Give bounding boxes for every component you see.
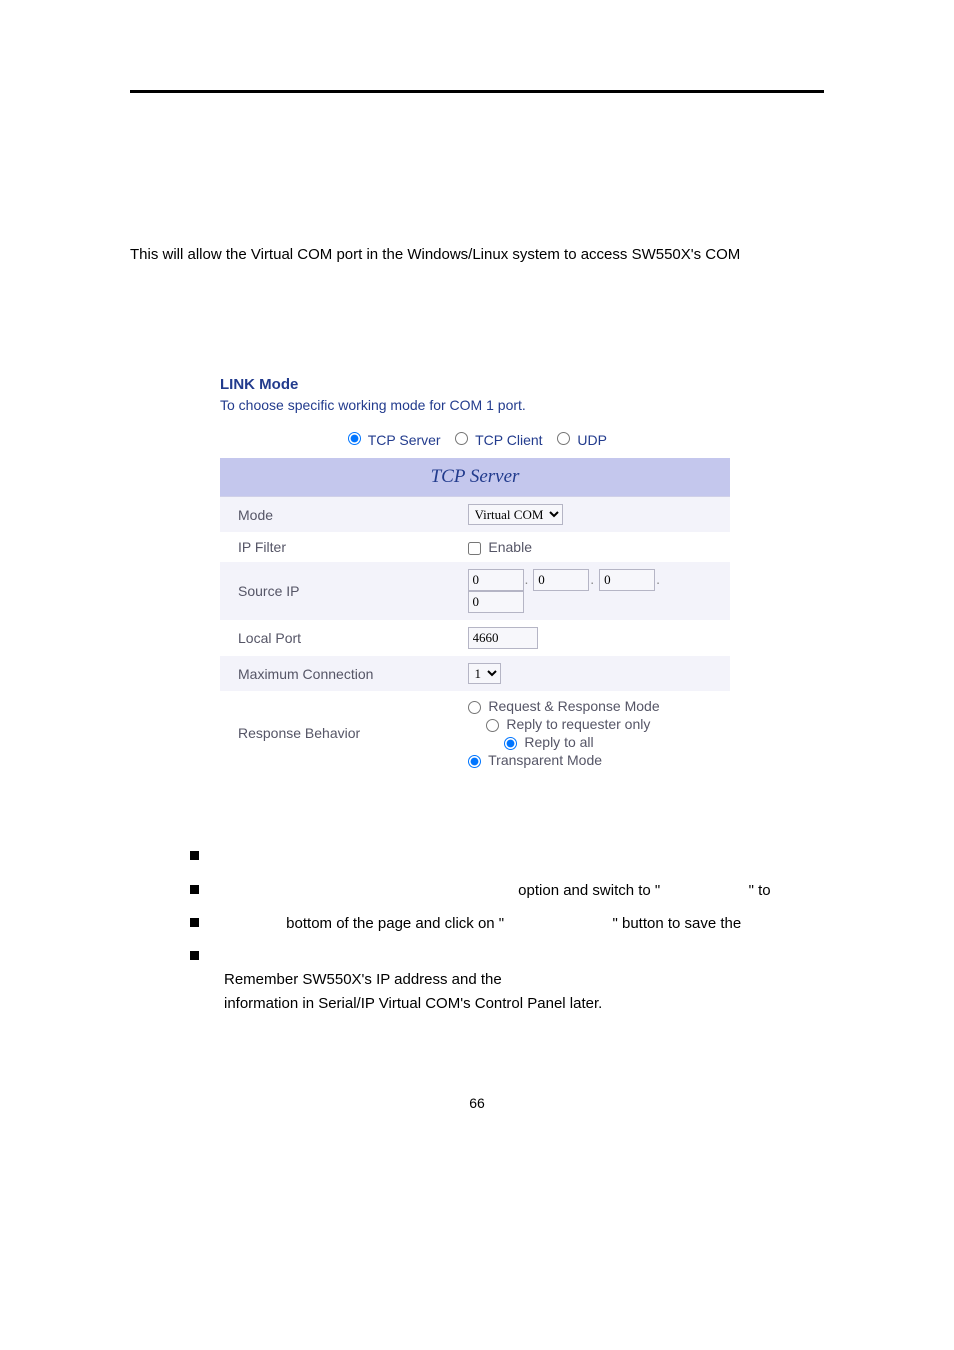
respbeh-rr[interactable]: Request & Response Mode: [468, 698, 660, 714]
radio-transparent[interactable]: [468, 755, 481, 768]
localport-label: Local Port: [220, 620, 450, 656]
header-rule: [130, 90, 824, 93]
localport-input[interactable]: [468, 627, 538, 649]
protocol-tcp-server-label: TCP Server: [368, 432, 441, 448]
radio-udp[interactable]: [557, 432, 570, 445]
radio-tcp-client[interactable]: [455, 432, 468, 445]
protocol-tcp-client-label: TCP Client: [475, 432, 542, 448]
page-number: 66: [130, 1095, 824, 1111]
respbeh-options: Request & Response Mode Reply to request…: [450, 691, 731, 775]
respbeh-reply-req[interactable]: Reply to requester only: [486, 716, 651, 732]
bullet-4-text-b: information in Serial/IP Virtual COM's C…: [224, 995, 602, 1012]
respbeh-rr-label: Request & Response Mode: [488, 698, 659, 714]
config-title: LINK Mode: [220, 376, 730, 393]
sourceip-inputs: . . .: [450, 562, 731, 620]
instruction-list: option and switch to " " to bottom of th…: [190, 845, 824, 1015]
config-panel: LINK Mode To choose specific working mod…: [220, 376, 730, 775]
bullet-2-text-b: " to: [749, 882, 771, 899]
ipfilter-label: IP Filter: [220, 532, 450, 562]
bullet-2-text-a: option and switch to ": [518, 882, 660, 899]
respbeh-transparent-label: Transparent Mode: [488, 752, 602, 768]
radio-reply-all[interactable]: [504, 737, 517, 750]
mode-select[interactable]: Virtual COM: [468, 504, 563, 525]
bullet-3-text-b: " button to save the: [612, 915, 741, 932]
sourceip-o3[interactable]: [599, 569, 655, 591]
tcp-server-table: TCP Server Mode Virtual COM IP Filter: [220, 458, 730, 775]
respbeh-reply-all-label: Reply to all: [524, 734, 593, 750]
respbeh-reply-all[interactable]: Reply to all: [504, 734, 594, 750]
bullet-2: option and switch to " " to: [190, 879, 824, 902]
ipfilter-enable-label: Enable: [488, 539, 532, 555]
bullet-3-text-a: bottom of the page and click on ": [286, 915, 504, 932]
intro-paragraph: This will allow the Virtual COM port in …: [130, 243, 824, 266]
sourceip-o2[interactable]: [533, 569, 589, 591]
maxconn-select[interactable]: 1: [468, 663, 501, 684]
protocol-tcp-server[interactable]: TCP Server: [343, 432, 444, 448]
sourceip-o1[interactable]: [468, 569, 524, 591]
radio-rr[interactable]: [468, 701, 481, 714]
bullet-3: bottom of the page and click on " " butt…: [190, 912, 824, 935]
bullet-4-text-a: Remember SW550X's IP address and the: [224, 971, 502, 988]
ipfilter-enable[interactable]: Enable: [468, 539, 532, 555]
mode-label: Mode: [220, 497, 450, 533]
page-container: This will allow the Virtual COM port in …: [0, 0, 954, 1171]
protocol-row: TCP Server TCP Client UDP: [220, 423, 730, 458]
spacer: [130, 286, 824, 376]
bullet-1: [190, 845, 824, 868]
tcp-server-header: TCP Server: [220, 458, 730, 497]
bullet-4: Remember SW550X's IP address and the inf…: [190, 945, 824, 1015]
protocol-udp[interactable]: UDP: [552, 432, 606, 448]
radio-reply-req[interactable]: [486, 719, 499, 732]
sourceip-label: Source IP: [220, 562, 450, 620]
respbeh-reply-req-label: Reply to requester only: [506, 716, 650, 732]
protocol-udp-label: UDP: [577, 432, 607, 448]
respbeh-label: Response Behavior: [220, 691, 450, 775]
respbeh-transparent[interactable]: Transparent Mode: [468, 752, 721, 768]
maxconn-label: Maximum Connection: [220, 656, 450, 691]
ipfilter-checkbox[interactable]: [468, 542, 481, 555]
protocol-tcp-client[interactable]: TCP Client: [450, 432, 546, 448]
radio-tcp-server[interactable]: [348, 432, 361, 445]
sourceip-o4[interactable]: [468, 591, 524, 613]
config-subtitle: To choose specific working mode for COM …: [220, 397, 730, 413]
